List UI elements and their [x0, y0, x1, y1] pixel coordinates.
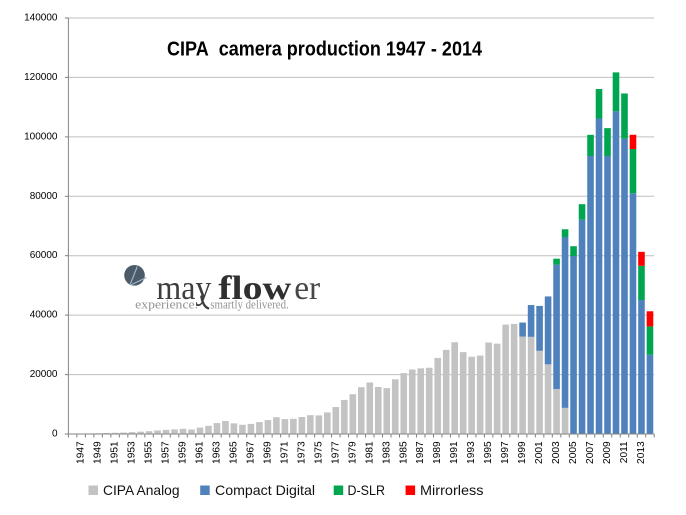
svg-text:1973: 1973 — [296, 441, 307, 464]
svg-text:2001: 2001 — [534, 441, 545, 464]
svg-text:D-SLR: D-SLR — [348, 483, 386, 498]
svg-text:1983: 1983 — [381, 441, 392, 464]
svg-text:1987: 1987 — [415, 441, 426, 464]
svg-text:140000: 140000 — [24, 13, 58, 24]
svg-text:1975: 1975 — [313, 441, 324, 464]
svg-text:flow: flow — [218, 270, 292, 307]
svg-text:1951: 1951 — [110, 441, 121, 464]
svg-text:1979: 1979 — [347, 441, 358, 464]
svg-text:0: 0 — [52, 429, 58, 440]
svg-text:1953: 1953 — [127, 441, 138, 464]
svg-text:2009: 2009 — [602, 441, 613, 464]
svg-text:60000: 60000 — [30, 250, 58, 261]
svg-text:1957: 1957 — [161, 441, 172, 464]
svg-text:1967: 1967 — [245, 441, 256, 464]
svg-text:100000: 100000 — [24, 131, 58, 142]
svg-text:1969: 1969 — [262, 441, 273, 464]
svg-text:Mirrorless: Mirrorless — [420, 483, 484, 498]
svg-text:1947: 1947 — [76, 441, 87, 464]
svg-text:1993: 1993 — [466, 441, 477, 464]
svg-text:1955: 1955 — [144, 441, 155, 464]
svg-text:1971: 1971 — [279, 441, 290, 464]
svg-text:2013: 2013 — [636, 441, 647, 464]
svg-text:smartly delivered.: smartly delivered. — [210, 297, 288, 311]
svg-text:120000: 120000 — [24, 72, 58, 83]
svg-text:CIPA Analog: CIPA Analog — [103, 483, 180, 498]
svg-text:1965: 1965 — [228, 441, 239, 464]
svg-text:1977: 1977 — [330, 441, 341, 464]
svg-text:1949: 1949 — [93, 441, 104, 464]
svg-text:er: er — [294, 270, 321, 307]
svg-text:1963: 1963 — [211, 441, 222, 464]
svg-text:1985: 1985 — [398, 441, 409, 464]
svg-text:2003: 2003 — [551, 441, 562, 464]
svg-text:Compact Digital: Compact Digital — [215, 483, 315, 498]
svg-text:1989: 1989 — [432, 441, 443, 464]
svg-text:2005: 2005 — [568, 441, 579, 464]
svg-text:1995: 1995 — [483, 441, 494, 464]
svg-text:1961: 1961 — [194, 441, 205, 464]
svg-text:2011: 2011 — [619, 441, 630, 463]
svg-text:20000: 20000 — [30, 369, 58, 380]
svg-text:2007: 2007 — [585, 441, 596, 464]
svg-text:CIPA camera production 1947 -: CIPA camera production 1947 - 2014 — [167, 38, 483, 61]
svg-text:1997: 1997 — [500, 441, 511, 464]
svg-text:experience.: experience. — [135, 297, 198, 311]
svg-text:40000: 40000 — [30, 310, 58, 321]
svg-text:1999: 1999 — [517, 441, 528, 464]
svg-text:1991: 1991 — [449, 441, 460, 464]
svg-text:1981: 1981 — [364, 441, 375, 464]
svg-text:1959: 1959 — [178, 441, 189, 464]
svg-text:80000: 80000 — [30, 191, 58, 202]
